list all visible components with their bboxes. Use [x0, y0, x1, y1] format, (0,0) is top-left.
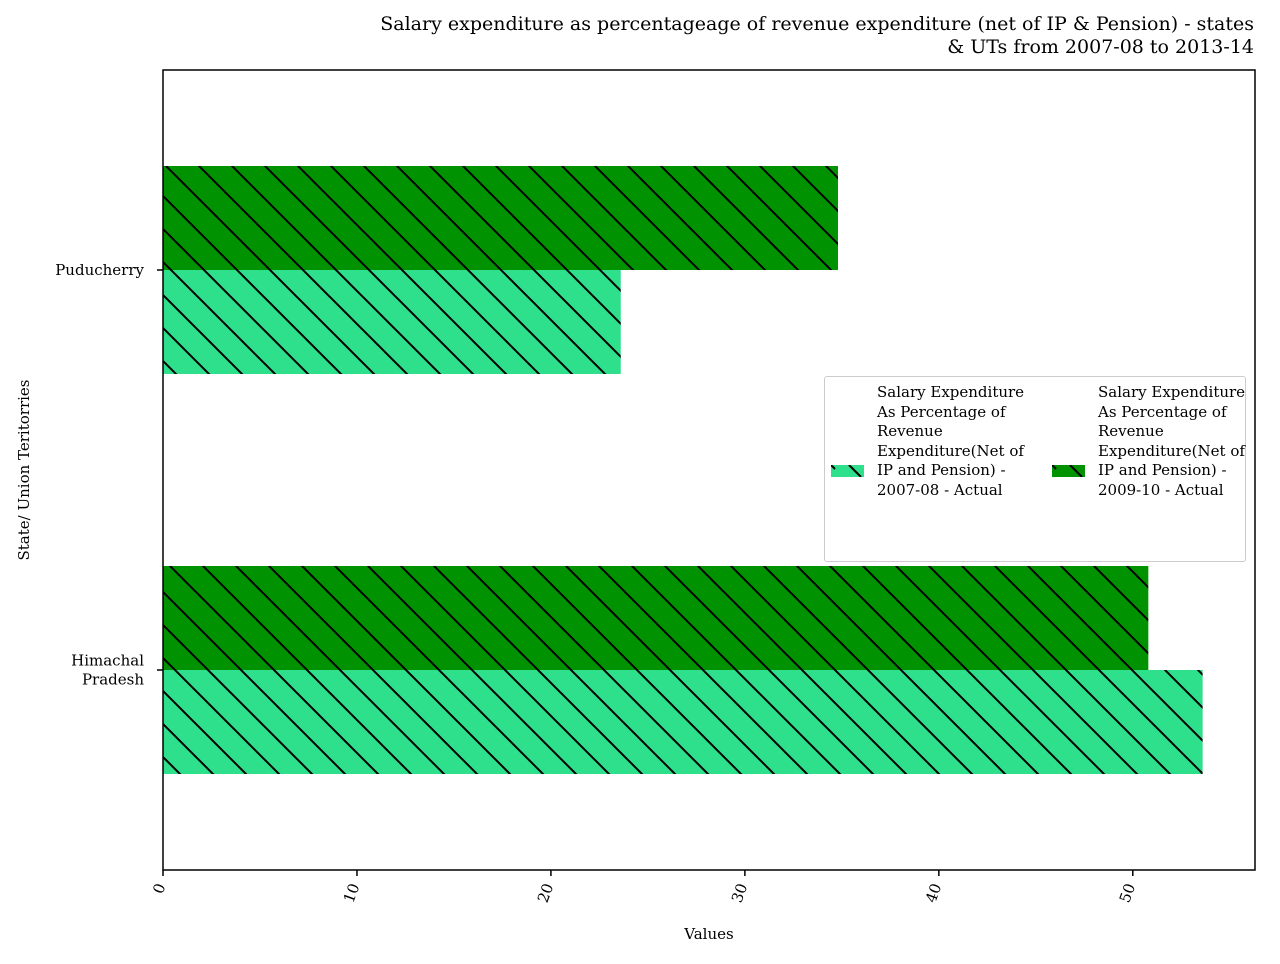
- x-axis-label: Values: [683, 925, 733, 943]
- chart-title-line: Salary expenditure as percentageage of r…: [380, 13, 1254, 35]
- y-axis-label: State/ Union Teritorries: [15, 380, 33, 561]
- x-tick-label: 10: [340, 881, 363, 905]
- legend-swatch-0: [831, 465, 864, 477]
- plot-frame: [162, 69, 1256, 871]
- bar-himachal-pradesh-series-1: [163, 566, 1149, 670]
- legend-label-0: Salary Expenditure As Percentage of Reve…: [877, 383, 1025, 499]
- chart-title-line: & UTs from 2007-08 to 2013-14: [947, 36, 1254, 58]
- x-tick-label: 50: [1116, 881, 1139, 905]
- legend: Salary Expenditure As Percentage of Reve…: [824, 376, 1246, 562]
- bar-himachal-pradesh-series-0: [163, 670, 1203, 774]
- y-tick-label: Puducherry: [55, 261, 144, 279]
- x-tick-label: 40: [922, 881, 945, 905]
- legend-swatch-1: [1052, 465, 1085, 477]
- bar-puducherry-series-1: [163, 166, 838, 270]
- y-axis: Himachal Pradesh Puducherry: [55, 261, 163, 689]
- x-tick-label: 0: [149, 881, 169, 896]
- bar-puducherry-series-0: [163, 270, 621, 374]
- y-tick-label: Himachal Pradesh: [71, 652, 144, 689]
- x-tick-label: 20: [534, 881, 557, 905]
- x-axis: 0 10 20 30 40 50: [149, 870, 1139, 905]
- chart-title: Salary expenditure as percentageage of r…: [380, 13, 1254, 58]
- bars: [163, 166, 1203, 774]
- x-tick-label: 30: [728, 881, 751, 905]
- legend-label-1: Salary Expenditure As Percentage of Reve…: [1098, 383, 1246, 499]
